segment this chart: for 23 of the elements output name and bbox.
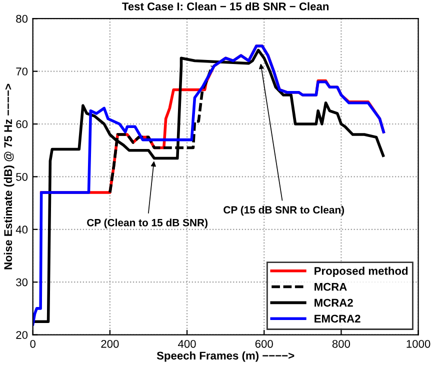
y-tick-label: 60	[16, 120, 28, 128]
x-tick-label: 0	[30, 340, 36, 348]
x-tick-label: 600	[255, 340, 273, 348]
y-axis-title: Noise Estimate (dB) @ 75 Hz −−−−>	[4, 84, 14, 270]
legend-label: Proposed method	[314, 266, 408, 278]
y-tick-label: 80	[16, 14, 28, 23]
x-tick-label: 200	[101, 340, 119, 348]
x-axis-title: Speech Frames (m) −−−−>	[156, 351, 294, 362]
x-tick-label: 800	[332, 340, 350, 348]
x-tick-label: 1000	[406, 340, 430, 348]
y-tick-label: 20	[16, 331, 28, 339]
y-tick-label: 30	[16, 278, 28, 286]
line-series	[108, 64, 214, 194]
y-tick-label: 40	[16, 226, 28, 234]
legend-label: MCRA2	[314, 298, 353, 307]
annotation: CP (15 dB SNR to Clean)	[224, 206, 344, 216]
legend-label: EMCRA2	[314, 314, 360, 323]
annotation: CP (Clean to 15 dB SNR)	[87, 218, 208, 228]
chart-title: Test Case I: Clean − 15 dB SNR − Clean	[122, 2, 329, 10]
legend-label: MCRA	[314, 282, 347, 291]
y-tick-label: 50	[16, 172, 28, 181]
x-tick-label: 400	[178, 340, 196, 348]
y-tick-label: 70	[16, 68, 28, 76]
